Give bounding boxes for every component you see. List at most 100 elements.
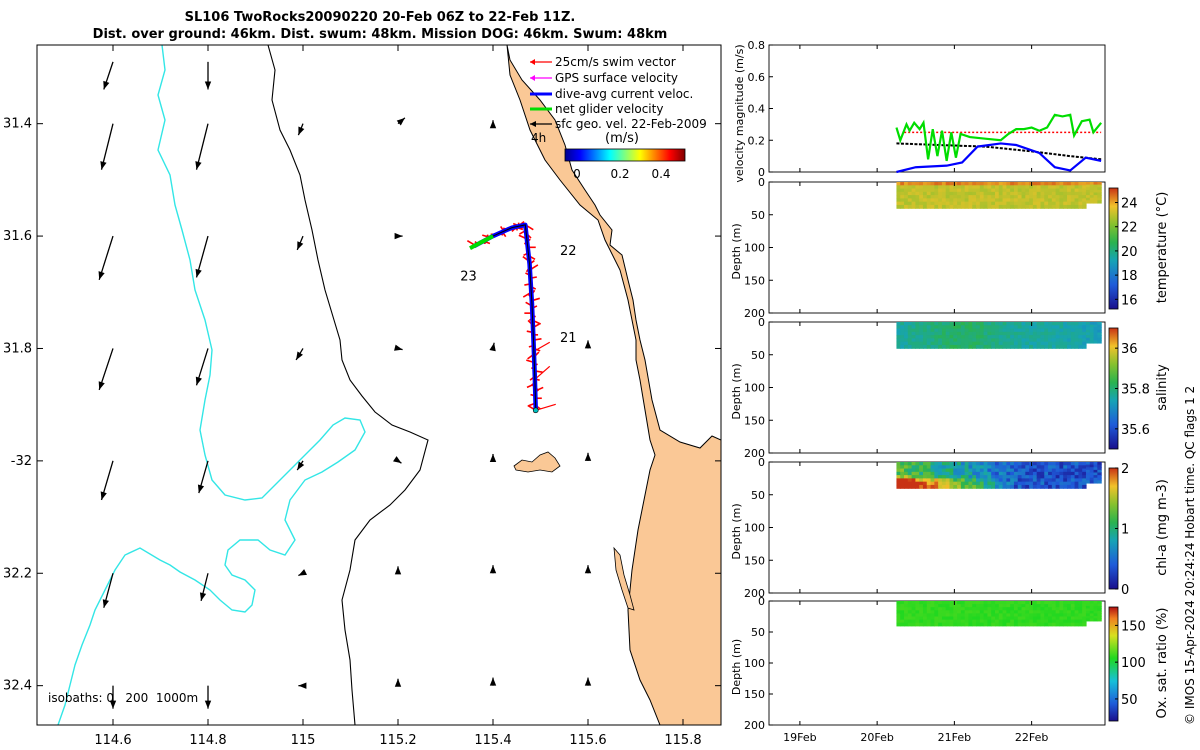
section-cell: [1078, 204, 1083, 209]
section-cell: [1048, 607, 1053, 611]
section-cell: [900, 478, 905, 483]
section-cell: [991, 604, 996, 608]
section-cell: [1070, 475, 1076, 479]
sfc-geo-vector: [100, 123, 114, 170]
section-cell: [1055, 204, 1061, 209]
section-cell: [1063, 328, 1068, 333]
section-cell: [987, 188, 992, 193]
section-cell: [900, 622, 905, 627]
section-cell: [915, 204, 920, 209]
section-cell: [930, 481, 935, 486]
section-cell: [1032, 622, 1038, 627]
section-cell: [995, 344, 1000, 349]
section-cell: [911, 182, 917, 186]
section-cell: [998, 613, 1004, 618]
section-cell: [953, 610, 958, 614]
section-cell: [1093, 324, 1098, 328]
section-cell: [1097, 601, 1102, 605]
section-cell: [949, 188, 954, 193]
section-cell: [957, 328, 962, 333]
section-cell: [953, 478, 958, 483]
section-cell: [1021, 344, 1026, 349]
section-cell: [991, 198, 996, 203]
section-cell: [1089, 332, 1095, 336]
section-cell: [926, 204, 932, 209]
colorbar-tick: 0.2: [610, 167, 629, 181]
section-cell: [934, 478, 939, 483]
section-cell: [1067, 468, 1072, 473]
section-cell: [1085, 340, 1091, 344]
section-cell: [1017, 607, 1023, 611]
section-cell: [991, 610, 996, 614]
section-cell: [1036, 201, 1042, 206]
section-cell: [904, 475, 909, 479]
section-cell: [1078, 338, 1083, 343]
section-cell: [1085, 480, 1091, 484]
map-x-tick-label: 115: [291, 733, 316, 748]
section-cell: [911, 484, 917, 489]
map-x-tick-label: 115.2: [379, 733, 416, 748]
section-cell: [1029, 610, 1034, 614]
section-cell: [979, 607, 985, 611]
section-cell: [1078, 462, 1083, 466]
section-cell: [1059, 484, 1064, 489]
section-cell: [922, 613, 928, 618]
section-cell: [896, 331, 901, 336]
section-cell: [987, 610, 992, 614]
speed-colorbar: [564, 148, 686, 162]
section-cell: [1025, 328, 1030, 333]
section-cell: [926, 198, 932, 203]
section-cell: [1006, 328, 1011, 333]
section-cell: [922, 475, 928, 479]
section-cell: [991, 322, 996, 326]
section-cell: [1036, 484, 1042, 489]
section-cell: [1059, 185, 1064, 190]
section-cell: [1078, 341, 1083, 346]
section-cell: [953, 331, 958, 336]
section-cell: [1017, 185, 1023, 190]
sfc-geo-vector-head: [102, 599, 109, 608]
section-cell: [1067, 338, 1072, 343]
section-cell: [1074, 331, 1079, 336]
section-cell: [1063, 619, 1068, 624]
section-cell: [911, 619, 917, 624]
section-cell: [922, 335, 928, 339]
section-cell: [1089, 467, 1095, 471]
section-cell: [1055, 478, 1061, 483]
section-cell: [968, 344, 973, 349]
section-cell: [972, 338, 977, 343]
section-cell: [1002, 478, 1007, 483]
section-cell: [1085, 462, 1091, 466]
section-cell: [915, 478, 920, 483]
section-cell: [1097, 605, 1102, 610]
section-cell: [1017, 604, 1023, 608]
footer-stamp: © IMOS 15-Apr-2024 20:24:24 Hobart time.…: [1183, 385, 1197, 725]
section-cell: [911, 322, 917, 326]
section-cell: [998, 601, 1004, 605]
section-cell: [968, 338, 973, 343]
section-cell: [1044, 198, 1049, 203]
section-cell: [964, 484, 970, 489]
section-cell: [1025, 604, 1030, 608]
section-cell: [953, 468, 958, 473]
section-cell: [976, 604, 981, 608]
colorbar-tick-label: 36: [1121, 342, 1138, 357]
section-cell: [1067, 616, 1072, 621]
section-cell: [1074, 465, 1079, 470]
section-cell: [922, 481, 928, 486]
section-cell: [960, 622, 966, 627]
section-cell: [930, 619, 935, 624]
section-cell: [1017, 322, 1023, 326]
section-cell: [922, 468, 928, 473]
section-cell: [1070, 468, 1076, 473]
section-cell: [1017, 484, 1023, 489]
section-cell: [922, 344, 928, 349]
section-cell: [949, 622, 954, 627]
section-cell: [1093, 189, 1098, 194]
section-cell: [934, 619, 939, 624]
section-cell: [919, 465, 924, 470]
section-cell: [1029, 188, 1034, 193]
sfc-geo-vector-layer: [98, 61, 592, 709]
section-cell: [915, 195, 920, 199]
section-cell: [960, 322, 966, 326]
